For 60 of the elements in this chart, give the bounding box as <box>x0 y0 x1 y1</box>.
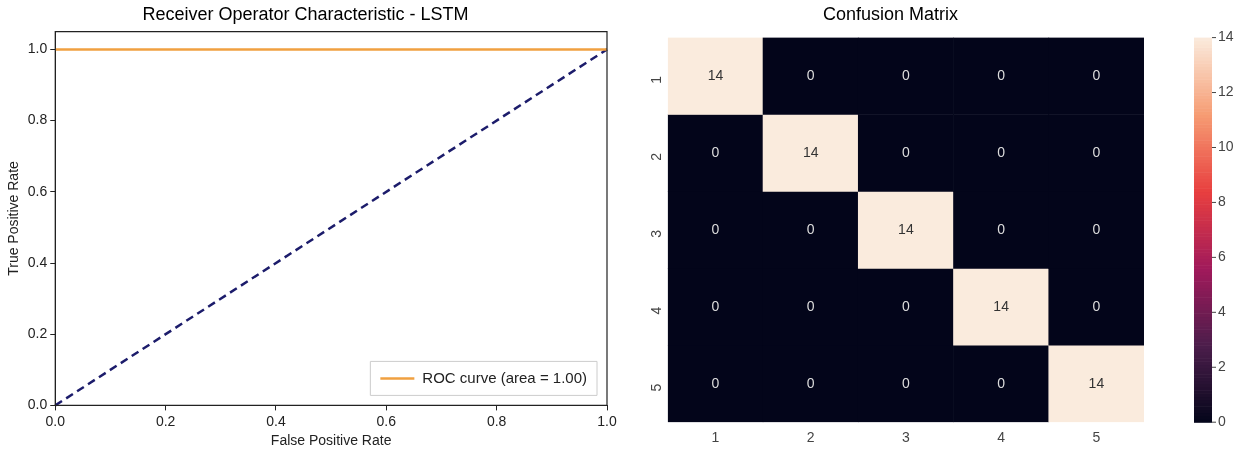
data-label: 0 <box>997 374 1006 391</box>
y-axis-title: True Positive Rate <box>5 160 22 276</box>
y-tick-label: 0.8 <box>27 111 48 128</box>
data-label: 0 <box>902 143 910 160</box>
data-label: 0 <box>997 66 1006 83</box>
data-label: 0 <box>1092 297 1101 314</box>
y-tick-label: 5 <box>647 383 664 392</box>
data-label: 0 <box>1092 66 1101 83</box>
data-label: 0 <box>711 220 720 237</box>
x-tick-label: 0.2 <box>155 412 176 429</box>
data-label: 0 <box>806 297 815 314</box>
x-tick-label: 1 <box>711 429 720 446</box>
color-bar-label: 0 <box>1218 413 1226 430</box>
data-label: 0 <box>1092 143 1101 160</box>
chart-title: Receiver Operator Characteristic - LSTM <box>142 3 469 24</box>
data-label: 14 <box>802 143 819 160</box>
x-tick-label: 5 <box>1092 429 1101 446</box>
color-bar-label: 4 <box>1218 303 1226 320</box>
data-label: 0 <box>806 374 815 391</box>
x-tick-label: 1.0 <box>597 412 617 429</box>
color-bar-label: 6 <box>1218 248 1226 265</box>
x-axis-title: False Positive Rate <box>270 432 392 449</box>
data-label: 0 <box>902 66 910 83</box>
x-tick-label: 3 <box>902 429 910 446</box>
color-bar-label: 12 <box>1218 83 1234 100</box>
y-tick-label: 4 <box>647 306 664 315</box>
y-tick-label: 3 <box>647 229 664 238</box>
legend-label: ROC curve (area = 1.00) <box>422 368 588 386</box>
data-label: 0 <box>711 374 720 391</box>
data-label: 0 <box>902 297 910 314</box>
x-tick-label: 4 <box>997 429 1006 446</box>
x-tick-label: 2 <box>806 429 815 446</box>
y-tick-label: 1.0 <box>27 40 48 57</box>
color-bar-label: 2 <box>1218 358 1226 375</box>
y-tick-label: 1 <box>647 75 664 84</box>
data-label: 0 <box>806 66 815 83</box>
y-tick-label: 0.6 <box>27 182 48 199</box>
data-label: 14 <box>1088 374 1105 391</box>
y-tick-label: 2 <box>647 152 664 161</box>
color-bar-label: 8 <box>1218 193 1226 210</box>
chart-title: Confusion Matrix <box>822 3 959 24</box>
data-label: 14 <box>993 297 1010 314</box>
x-tick-label: 0.0 <box>45 412 66 429</box>
data-label: 0 <box>711 143 720 160</box>
x-tick-label: 0.4 <box>266 412 286 429</box>
color-bar-label: 10 <box>1218 138 1234 155</box>
y-tick-label: 0.4 <box>27 253 48 270</box>
data-label: 14 <box>898 220 914 237</box>
data-label: 0 <box>997 143 1006 160</box>
data-label: 0 <box>806 220 815 237</box>
data-label: 0 <box>711 297 720 314</box>
data-label: 0 <box>1092 220 1101 237</box>
x-tick-label: 0.8 <box>486 412 507 429</box>
x-tick-label: 0.6 <box>376 412 397 429</box>
data-label: 0 <box>902 374 910 391</box>
color-bar-label: 14 <box>1218 28 1234 45</box>
data-label: 0 <box>997 220 1006 237</box>
y-tick-label: 0.2 <box>27 325 48 342</box>
y-tick-label: 0.0 <box>27 396 48 413</box>
data-label: 14 <box>707 66 724 83</box>
